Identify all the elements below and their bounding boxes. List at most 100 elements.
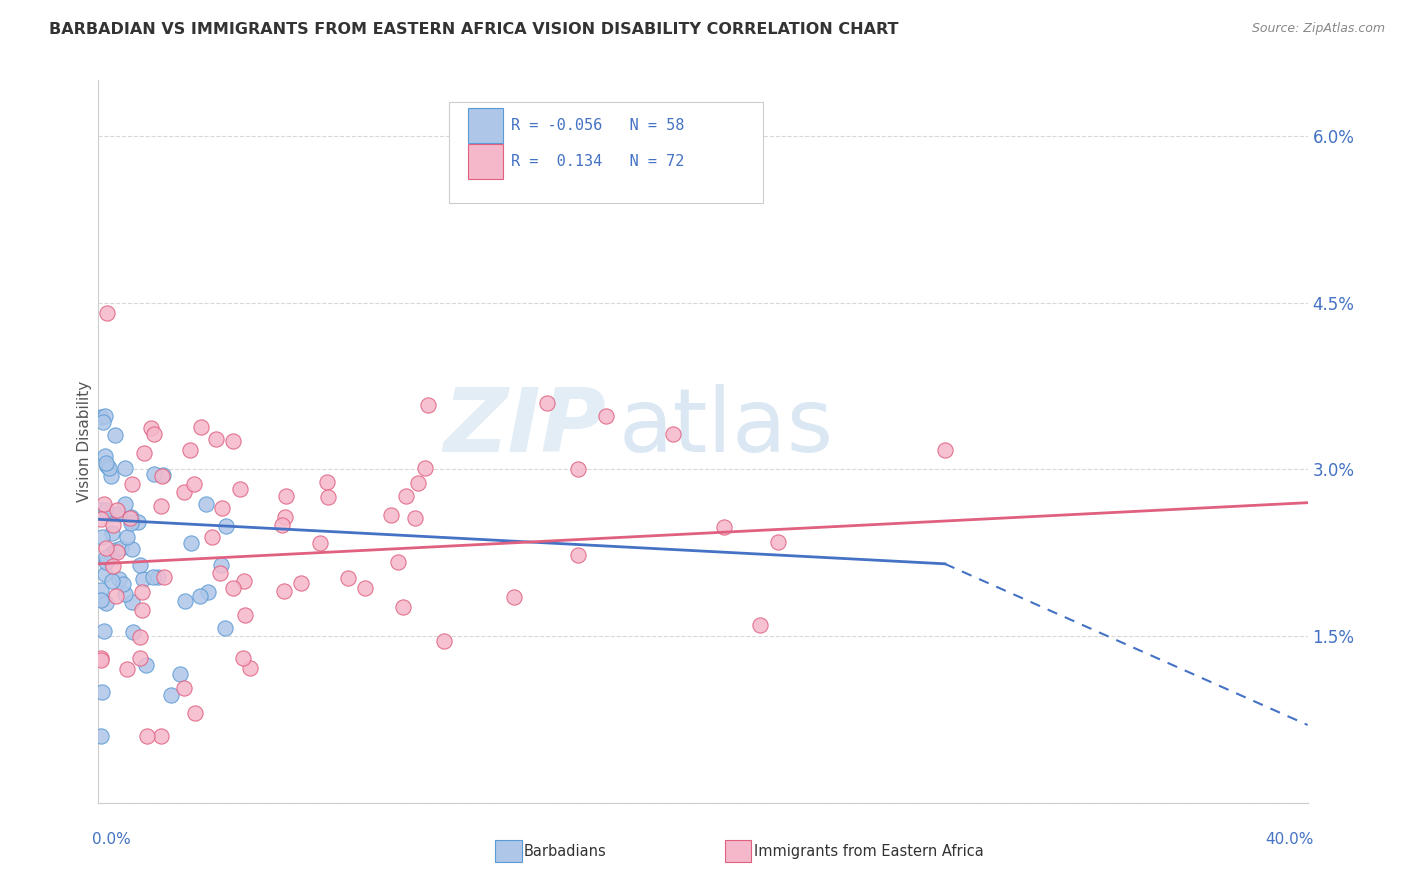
Point — [90, 651, 112, 665]
Point — [160, 688, 183, 702]
Point — [406, 475, 429, 490]
Point — [90, 729, 112, 743]
Point — [120, 510, 142, 524]
Point — [205, 432, 228, 446]
FancyBboxPatch shape — [495, 839, 522, 862]
Point — [103, 517, 125, 532]
Point — [121, 541, 143, 556]
Point — [201, 530, 224, 544]
Point — [94, 456, 117, 470]
Point — [273, 584, 295, 599]
Point — [404, 511, 426, 525]
Point — [135, 658, 157, 673]
Point — [108, 508, 131, 522]
Text: Immigrants from Eastern Africa: Immigrants from Eastern Africa — [754, 845, 984, 859]
Point — [749, 618, 772, 632]
Point — [768, 535, 790, 549]
Point — [229, 483, 252, 497]
Point — [336, 571, 359, 585]
Point — [152, 469, 174, 483]
Point — [179, 442, 201, 457]
Point — [93, 566, 115, 581]
Point — [100, 547, 122, 561]
Text: BARBADIAN VS IMMIGRANTS FROM EASTERN AFRICA VISION DISABILITY CORRELATION CHART: BARBADIAN VS IMMIGRANTS FROM EASTERN AFR… — [49, 22, 898, 37]
Point — [713, 519, 735, 533]
Point — [174, 593, 197, 607]
Point — [567, 548, 589, 562]
Point — [318, 491, 340, 505]
FancyBboxPatch shape — [449, 102, 763, 203]
Point — [129, 558, 152, 573]
Point — [96, 549, 118, 564]
Point — [190, 419, 212, 434]
Point — [239, 660, 262, 674]
Point — [309, 536, 332, 550]
Point — [387, 555, 409, 569]
Point — [413, 461, 436, 475]
Point — [141, 570, 163, 584]
Point — [93, 624, 115, 638]
Point — [112, 576, 135, 591]
Point — [132, 446, 155, 460]
Point — [93, 449, 115, 463]
Point — [173, 484, 195, 499]
FancyBboxPatch shape — [468, 108, 503, 143]
Point — [90, 652, 112, 666]
Point — [105, 545, 128, 559]
Point — [222, 581, 245, 595]
Point — [392, 599, 415, 614]
Point — [98, 461, 121, 475]
Point — [105, 589, 128, 603]
FancyBboxPatch shape — [724, 839, 751, 862]
Point — [121, 514, 143, 528]
Point — [118, 511, 141, 525]
Text: 0.0%: 0.0% — [93, 831, 131, 847]
Point — [128, 630, 150, 644]
Point — [100, 525, 122, 540]
Point — [153, 570, 176, 584]
Point — [96, 503, 118, 517]
Point — [90, 410, 112, 425]
Text: R = -0.056   N = 58: R = -0.056 N = 58 — [510, 118, 685, 133]
Y-axis label: Vision Disability: Vision Disability — [77, 381, 91, 502]
Point — [662, 427, 685, 442]
Point — [536, 396, 558, 410]
Point — [90, 512, 112, 526]
Point — [96, 306, 118, 320]
Point — [394, 489, 416, 503]
Point — [271, 517, 294, 532]
Point — [121, 477, 143, 491]
Point — [90, 582, 112, 597]
Point — [101, 558, 124, 573]
Point — [150, 729, 173, 743]
Point — [183, 706, 205, 721]
Text: Barbadians: Barbadians — [524, 845, 607, 859]
Point — [121, 625, 143, 640]
Point — [209, 558, 232, 573]
Point — [197, 584, 219, 599]
Point — [595, 409, 617, 424]
Point — [222, 434, 245, 448]
Point — [214, 518, 236, 533]
Point — [94, 555, 117, 569]
Point — [91, 416, 114, 430]
Point — [96, 541, 118, 556]
Point — [131, 584, 153, 599]
Point — [143, 467, 166, 482]
Text: atlas: atlas — [619, 384, 834, 471]
Point — [110, 541, 132, 555]
Point — [90, 592, 112, 607]
Point — [141, 421, 163, 435]
Point — [90, 530, 112, 544]
Point — [211, 500, 233, 515]
Point — [115, 662, 138, 676]
Point — [90, 503, 112, 517]
Point — [104, 428, 127, 442]
Point — [232, 651, 254, 665]
Text: R =  0.134   N = 72: R = 0.134 N = 72 — [510, 153, 685, 169]
Point — [380, 508, 402, 522]
Point — [127, 515, 149, 529]
Point — [214, 621, 236, 635]
Point — [169, 667, 191, 681]
Point — [143, 427, 166, 442]
